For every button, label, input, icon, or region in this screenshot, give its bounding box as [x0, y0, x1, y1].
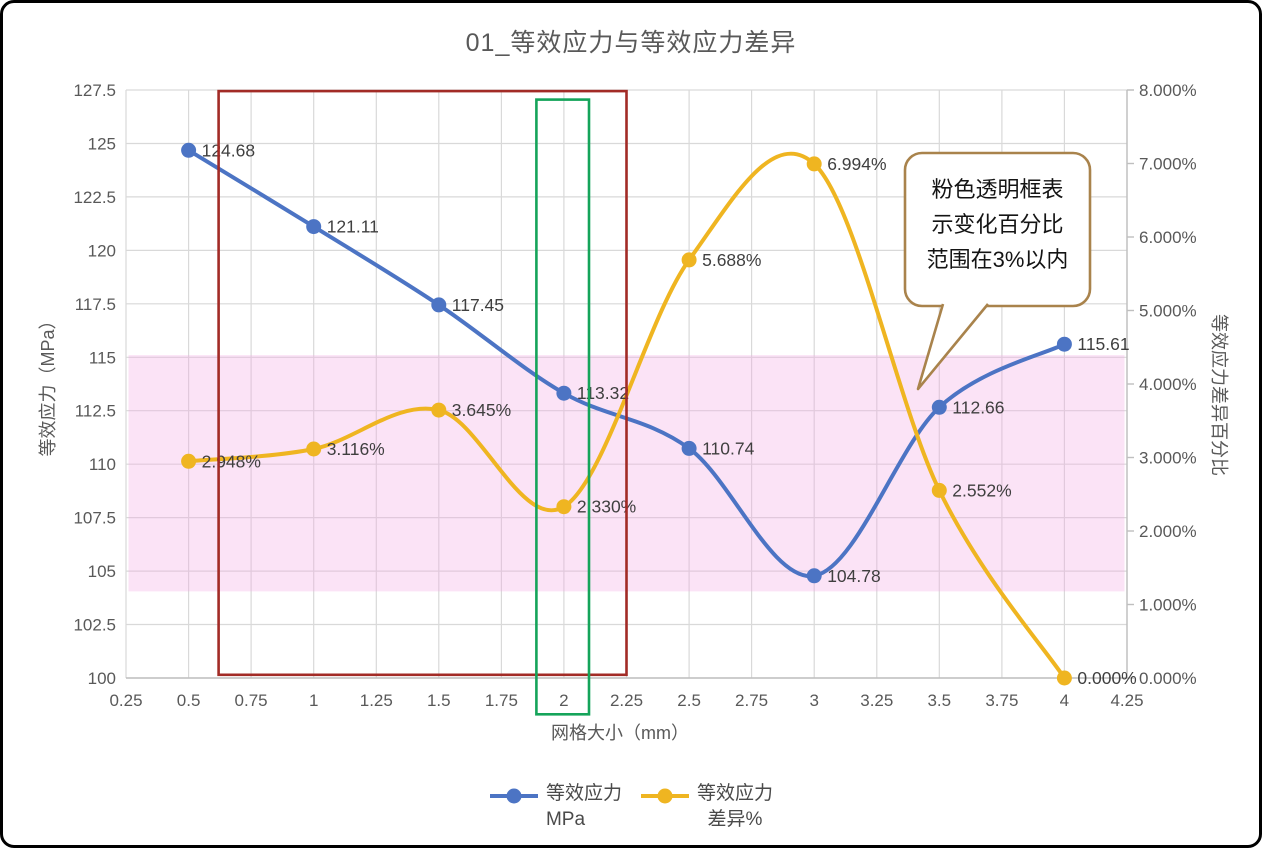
y-right-tick-label: 0.000%	[1139, 669, 1197, 688]
x-tick-label: 2.75	[735, 691, 768, 710]
stress-data-marker	[431, 297, 447, 313]
x-tick-label: 3.25	[860, 691, 893, 710]
callout-bubble	[903, 151, 1092, 308]
stress-data-marker	[931, 399, 947, 415]
diff-data-marker	[931, 482, 947, 498]
x-tick-label: 2.5	[677, 691, 701, 710]
legend-item-diff: 等效应力差异%	[640, 781, 773, 833]
diff-data-label: 2.330%	[577, 497, 636, 517]
green-highlight-box	[535, 98, 591, 716]
chart-canvas: 0.25 0.5 0.75 1 1.25 1.5 1.75 2 2.25 2.5 2.75 3 3.25…	[73, 81, 1197, 716]
y-left-tick-label: 102.5	[73, 616, 116, 635]
stress-data-marker	[181, 142, 197, 158]
x-tick-label: 1.25	[360, 691, 393, 710]
x-tick-label: 4	[1060, 691, 1069, 710]
diff-data-label: 6.994%	[827, 154, 886, 174]
x-tick-label: 3.75	[985, 691, 1018, 710]
y-left-tick-label: 117.5	[75, 295, 116, 314]
x-tick-label: 2	[559, 691, 568, 710]
legend-label-line1: 等效应力	[697, 783, 774, 804]
stress-data-marker	[306, 219, 322, 235]
diff-data-label: 2.948%	[202, 451, 261, 471]
diff-data-marker	[306, 441, 322, 457]
diff-data-label: 5.688%	[702, 250, 761, 270]
stress-series-line	[186, 148, 1067, 578]
stress-data-marker	[681, 440, 697, 456]
x-tick-label: 3	[809, 691, 818, 710]
x-tick-label: 0.5	[177, 691, 201, 710]
y-right-tick-label: 5.000%	[1139, 302, 1197, 321]
stress-data-label: 124.68	[202, 140, 256, 160]
stress-data-label: 110.74	[702, 438, 754, 458]
stress-data-label: 121.11	[327, 217, 379, 237]
y-left-tick-label: 100	[88, 669, 116, 688]
y-left-tick-label: 115	[89, 348, 116, 367]
x-tick-label: 0.25	[109, 691, 142, 710]
callout-annotation-text: 粉色透明框表 示变化百分比 范围在3%以内	[905, 172, 1090, 277]
stress-data-label: 112.66	[952, 397, 1004, 417]
diff-data-marker	[431, 402, 447, 418]
y-left-tick-label: 105	[88, 562, 116, 581]
stress-data-marker	[556, 385, 572, 401]
y-left-tick-label: 127.5	[73, 81, 116, 100]
diff-data-label: 3.645%	[452, 400, 511, 420]
y-right-tick-label: 7.000%	[1139, 155, 1197, 174]
callout-text-line: 示变化百分比	[931, 212, 1064, 237]
x-tick-label: 0.75	[235, 691, 268, 710]
diff-data-label: 0.000%	[1077, 668, 1136, 688]
y-right-axis-title: 等效应力差异百分比	[1209, 314, 1229, 476]
x-tick-label: 1.5	[427, 691, 451, 710]
stress-data-label: 117.45	[452, 295, 504, 315]
chart-title: 01_等效应力与等效应力差异	[465, 29, 797, 57]
diff-data-marker	[181, 453, 197, 469]
diff-data-marker	[806, 156, 822, 172]
stress-data-marker	[1056, 336, 1072, 352]
y-right-tick-label: 3.000%	[1139, 449, 1197, 468]
y-right-tick-label: 8.000%	[1139, 81, 1197, 100]
y-left-tick-label: 122.5	[73, 188, 116, 207]
legend: 等效应力 MPa 等效应力差异%	[3, 781, 1259, 833]
diff-data-label: 3.116%	[327, 439, 385, 459]
diff-data-label: 2.552%	[952, 480, 1011, 500]
x-tick-label: 2.25	[610, 691, 643, 710]
callout-tail	[916, 303, 990, 391]
x-axis-title: 网格大小（mm）	[551, 723, 689, 743]
stress-data-marker	[806, 568, 822, 584]
callout-text-line: 粉色透明框表	[931, 177, 1064, 202]
x-tick-label: 1.75	[485, 691, 518, 710]
y-left-tick-label: 110	[89, 455, 116, 474]
stress-data-label: 104.78	[827, 566, 881, 586]
legend-label-line1: 等效应力	[545, 783, 622, 804]
legend-label-line2: MPa	[545, 809, 586, 830]
legend-item-stress: 等效应力 MPa	[489, 781, 622, 833]
diff-data-marker	[556, 499, 572, 515]
y-right-tick-label: 2.000%	[1139, 522, 1197, 541]
y-left-tick-label: 112.5	[75, 402, 116, 421]
x-tick-label: 4.25	[1110, 691, 1143, 710]
y-right-tick-label: 4.000%	[1139, 375, 1197, 394]
stress-data-label: 115.61	[1077, 334, 1129, 354]
stress-data-label: 113.32	[577, 383, 629, 403]
y-left-tick-label: 107.5	[73, 509, 116, 528]
x-tick-label: 3.5	[927, 691, 951, 710]
y-right-tick-label: 6.000%	[1139, 228, 1197, 247]
diff-data-marker	[1056, 670, 1072, 686]
diff-series-line	[186, 151, 1067, 680]
legend-marker-stress	[489, 788, 538, 804]
y-right-tick-label: 1.000%	[1139, 596, 1197, 615]
x-tick-label: 1	[309, 691, 318, 710]
legend-marker-diff	[641, 788, 689, 804]
y-left-axis-title: 等效应力（MPa）	[38, 311, 58, 457]
y-left-tick-label: 120	[88, 241, 116, 260]
legend-label-line2: 差异%	[707, 809, 763, 830]
y-left-tick-label: 125	[88, 135, 116, 154]
callout-text-line: 范围在3%以内	[926, 247, 1069, 272]
diff-data-marker	[681, 252, 697, 268]
red-highlight-box	[217, 89, 628, 677]
